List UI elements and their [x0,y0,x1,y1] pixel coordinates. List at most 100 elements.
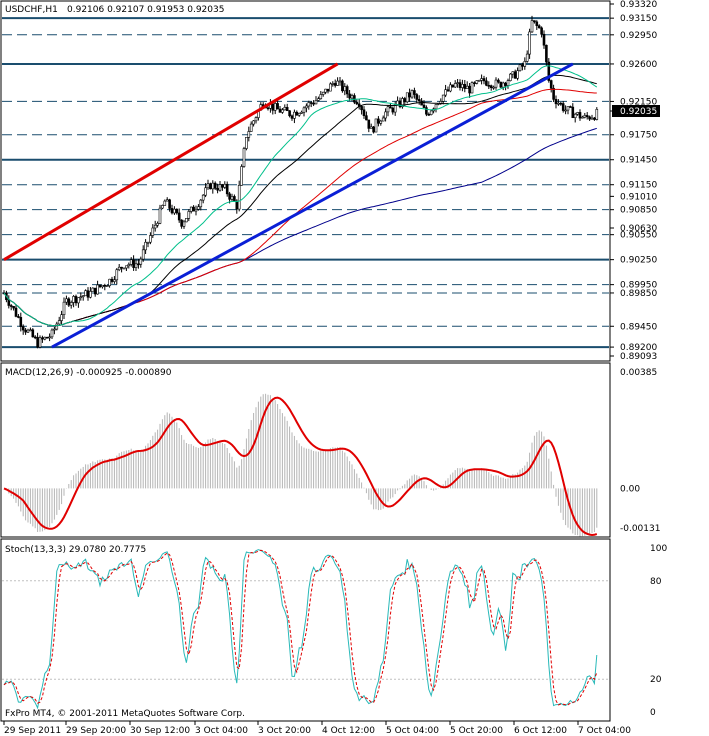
main-y-tick-label: 0.89950 [620,281,657,291]
main-y-tick-label: 0.92950 [620,31,657,41]
candle-body [139,258,143,265]
macd-label: MACD(12,26,9) -0.000925 -0.000890 [5,368,172,378]
candle-body [489,85,493,88]
candle-body [55,323,59,330]
candle-body [365,115,368,121]
candle-body [7,299,11,306]
candle-body [175,208,179,214]
candle-body [151,227,155,236]
candle-body [276,103,279,110]
candle-body [384,111,387,119]
candle-body [329,83,332,92]
candle-body [29,329,32,332]
candle-body [86,290,90,298]
candle-body [129,259,133,265]
main-y-tick-label: 0.89850 [620,289,657,299]
candle-body [420,100,423,106]
candle-body [348,93,351,99]
x-tick-label: 6 Oct 12:00 [514,726,567,736]
candle-body [170,208,174,214]
candle-body [290,115,294,119]
candle-body [569,106,572,108]
candle-body [497,79,500,83]
candle-body [593,117,596,120]
candle-body [516,70,519,79]
stochastic-main-line [3,549,598,710]
candle-body [444,89,447,96]
main-y-tick-label: 0.90250 [620,256,657,266]
main-y-tick-label: 0.90550 [620,231,657,241]
candle-body [26,329,30,333]
candle-body [146,241,150,244]
candle-body [525,53,529,62]
candle-body [252,120,255,125]
candle-body [588,116,591,120]
candle-body [499,81,503,88]
candle-body [177,212,181,221]
candle-body [19,317,23,327]
main-y-tick-label: 0.92035 [620,107,657,117]
candle-body [389,106,392,109]
candle-body [475,80,479,84]
candle-body [417,99,421,102]
stochastic-y-tick-label: 0 [650,708,656,718]
trendlines [3,62,574,349]
candle-body [463,84,467,89]
candle-body [415,94,419,100]
candle-body [233,196,236,202]
candle-body [266,107,270,110]
candle-body [559,102,563,105]
candle-body [535,21,539,26]
candle-body [470,82,474,94]
candle-body [542,33,546,46]
candle-body [113,279,116,282]
candle-body [67,298,71,306]
candle-body [43,336,47,340]
candle-body [521,64,524,67]
candle-body [149,235,152,243]
candle-body [321,91,325,95]
candle-body [482,78,486,82]
candle-body [218,184,222,191]
x-tick-label: 29 Sep 20:00 [66,726,126,736]
candle-body [595,109,599,120]
candle-body [571,106,575,119]
candle-body [271,103,275,111]
x-tick-label: 30 Sep 12:00 [130,726,190,736]
chart-header-ohlc: 0.92106 0.92107 0.91953 0.92035 [67,5,224,15]
candle-body [273,103,277,111]
candle-body [156,223,159,226]
candle-body [441,94,445,102]
macd-signal-line [3,396,598,537]
candle-body [391,107,395,113]
candle-body [204,187,207,196]
candle-body [72,296,75,303]
candle-body [360,106,363,111]
moving-averages [3,65,598,327]
candle-body [187,211,191,219]
x-tick-label: 5 Oct 20:00 [450,726,503,736]
stochastic-panel [0,538,611,722]
candle-body [350,95,354,99]
candle-body [14,307,18,317]
main-y-tick-label: 0.90850 [620,206,657,216]
candle-body [24,329,27,333]
candle-body [506,80,510,86]
candle-body [530,20,534,33]
candle-body [84,290,87,297]
candle-body [545,44,548,63]
candle-body [396,100,399,105]
candle-body [288,110,291,117]
main-y-tick-label: 0.93150 [620,14,657,24]
candle-body [518,64,522,71]
candle-body [9,305,13,307]
candle-body [297,113,301,116]
candle-body [578,112,582,119]
candle-body [549,80,553,89]
candle-body [12,306,15,309]
time-axis: 29 Sep 2011 29 Sep 20:00 30 Sep 12:00 3 Oct… [3,721,631,736]
candle-body [523,61,527,67]
stochastic-y-ticks: 100 80 20 0 [650,544,667,718]
candle-body [326,88,330,92]
candle-body [285,107,289,112]
